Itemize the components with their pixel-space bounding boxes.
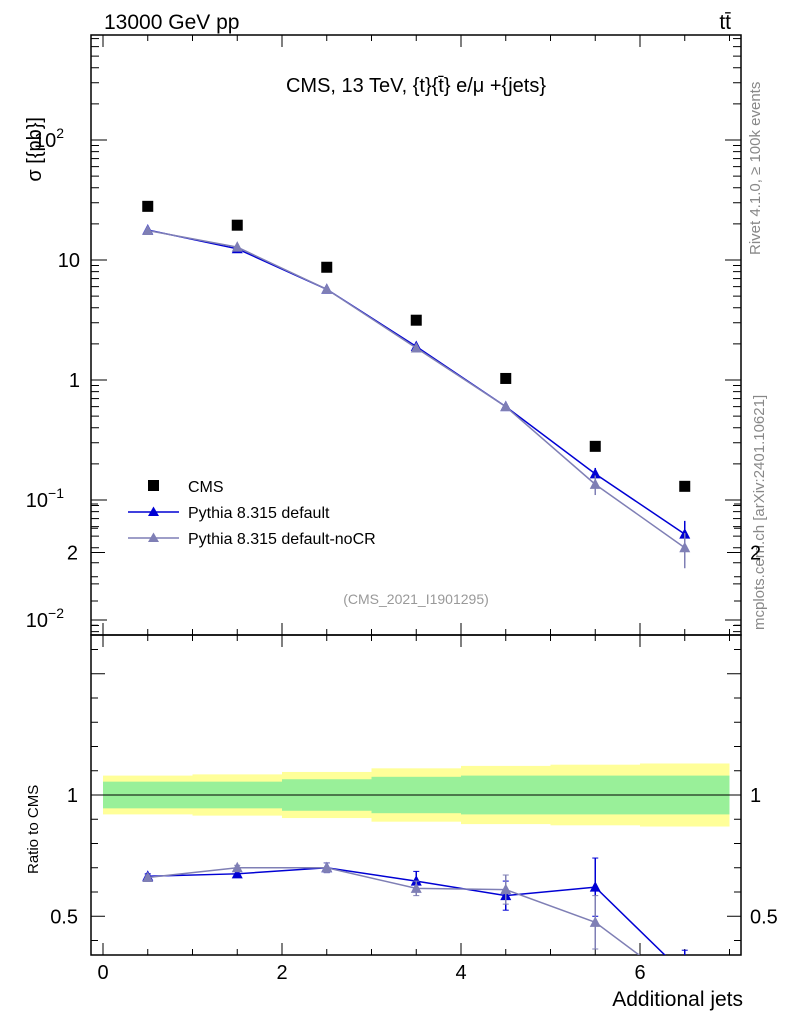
- data-point-cms: [589, 440, 601, 452]
- header-energy-label: 13000 GeV pp: [104, 11, 239, 34]
- data-point-mc: [500, 400, 512, 412]
- ratio-point: [321, 861, 333, 873]
- y-tick-label: 10−1: [26, 485, 64, 512]
- legend-marker-cms: [148, 480, 159, 491]
- series-line-1: [147, 229, 686, 535]
- ratio-y-tick-label-left: 2: [67, 543, 78, 565]
- analysis-id-label: (CMS_2021_I1901295): [343, 591, 489, 607]
- data-point-mc: [231, 241, 243, 252]
- ratio-panel: 0 2 4 6 0.5 0.5 1 1 2 2: [50, 35, 778, 984]
- header-process-label: tt̄: [719, 11, 731, 34]
- ratio-point: [500, 883, 512, 895]
- x-tick-label: 6: [634, 962, 645, 984]
- legend: CMS Pythia 8.315 default Pythia 8.315 de…: [128, 479, 376, 548]
- data-point-cms: [142, 200, 154, 212]
- ratio-point: [410, 882, 422, 893]
- legend-label-cms: CMS: [188, 479, 224, 496]
- ratio-y-tick-label-left: 0.5: [50, 906, 78, 928]
- data-point-cms: [231, 219, 243, 231]
- y-tick-exponent: −1: [48, 485, 64, 501]
- main-plot-title: CMS, 13 TeV, {t}{t̄} e/μ +{jets}: [286, 75, 546, 97]
- legend-marker-default: [148, 506, 159, 516]
- data-point-cms: [679, 480, 691, 492]
- ratio-y-axis-title: Ratio to CMS: [25, 785, 42, 874]
- legend-label-default: Pythia 8.315 default: [188, 505, 330, 522]
- data-point-cms: [321, 261, 333, 273]
- legend-marker-nocr: [148, 532, 159, 542]
- ratio-point: [589, 881, 601, 892]
- legend-label-nocr: Pythia 8.315 default-noCR: [188, 531, 376, 548]
- ratio-point: [679, 968, 690, 979]
- data-point-cms: [410, 314, 422, 326]
- y-tick-exponent: −2: [48, 605, 64, 621]
- ratio-y-tick-label-right: 2: [750, 543, 761, 565]
- ratio-point: [231, 861, 243, 873]
- data-point-mc: [410, 341, 422, 353]
- main-y-axis-title: σ [{pb}]: [24, 117, 46, 182]
- ratio-series-group: [142, 857, 690, 979]
- ratio-point: [231, 867, 243, 879]
- ratio-y-tick-label-right: 0.5: [750, 906, 778, 928]
- x-tick-label: 0: [97, 962, 108, 984]
- y-tick-label: 10−2: [26, 605, 64, 632]
- x-tick-label: 4: [455, 962, 466, 984]
- ratio-point: [142, 871, 154, 882]
- data-point-mc: [679, 541, 691, 553]
- x-tick-label: 2: [276, 962, 287, 984]
- y-tick-label: 1: [69, 370, 80, 392]
- data-point-mc: [589, 478, 601, 489]
- data-point-mc: [142, 224, 154, 236]
- rivet-version-label: Rivet 4.1.0, ≥ 100k events: [747, 82, 764, 255]
- ratio-point: [589, 916, 601, 927]
- y-tick-label: 10: [58, 250, 80, 272]
- ratio-y-tick-label-left: 1: [67, 785, 78, 807]
- y-tick-exponent: 2: [56, 125, 64, 141]
- data-point-mc: [321, 283, 333, 294]
- series-line-2: [147, 229, 686, 549]
- data-point-cms: [500, 372, 512, 384]
- data-point-mc: [589, 467, 601, 479]
- ratio-point: [410, 875, 422, 886]
- x-axis-title: Additional jets: [612, 988, 743, 1011]
- ratio-y-tick-label-right: 1: [750, 785, 761, 807]
- mcplots-credit-label: mcplots.cern.ch [arXiv:2401.10621]: [751, 395, 768, 630]
